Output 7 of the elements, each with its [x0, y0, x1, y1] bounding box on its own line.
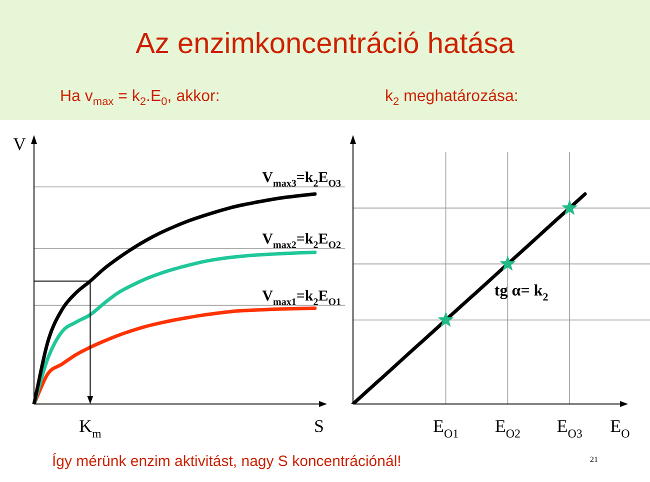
chart-title: Az enzimkoncentráció hatása [134, 28, 516, 61]
text: Így mérünk enzim aktivitást, nagy S koncentrációnál! [52, 453, 402, 470]
y-axis-title: V [13, 134, 26, 154]
chart-subtitle: k$_{2}$ meghatározása: [385, 88, 518, 108]
text: 21 [590, 455, 598, 464]
x-axis-title: S [314, 416, 324, 436]
chart-subtitle: Ha v$_{max}$ = k$_{2}$.E$_{0}$, akkor: [60, 88, 220, 108]
